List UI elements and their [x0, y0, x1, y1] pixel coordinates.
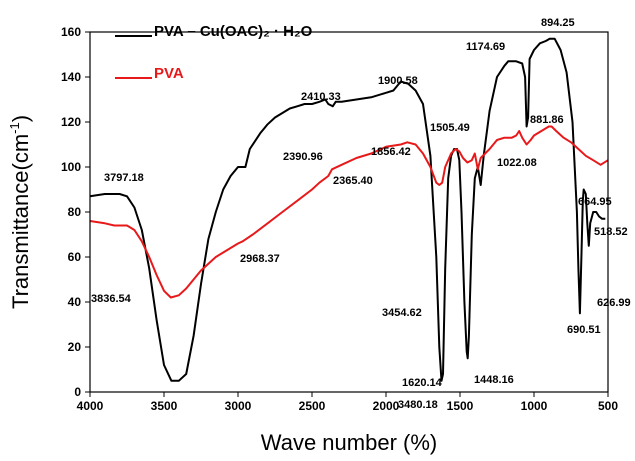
y-tick-label: 20 [68, 340, 82, 354]
series-layer [89, 37, 609, 382]
peak-annotation: 1022.08 [497, 157, 537, 169]
plot-frame [89, 31, 609, 393]
peak-annotation: 2365.40 [333, 175, 373, 187]
series-line-pva [89, 125, 609, 299]
peak-annotation: 1620.14 [402, 377, 443, 389]
y-axis-title: Transmittance(cm-1) [7, 115, 33, 309]
peak-annotation: 518.52 [594, 226, 628, 238]
y-tick-label: 0 [74, 385, 81, 399]
peak-annotation: 2410.33 [301, 91, 341, 103]
peak-annotation: 1505.49 [430, 122, 470, 134]
axis-ticks-group: 4000 3500 3000 2500 2000 1500 1000 500 0 20 40 60 80… [61, 25, 618, 413]
peak-annotation: 1448.16 [474, 374, 514, 386]
y-tick-label: 40 [68, 295, 82, 309]
peak-annotation: 1174.69 [466, 41, 505, 53]
y-axis-title-sup: -1 [7, 122, 22, 134]
peak-annotation: 2968.37 [240, 253, 280, 265]
x-tick-label: 2500 [299, 399, 326, 413]
peak-annotation: 3797.18 [104, 172, 144, 184]
peak-annotation: 881.86 [530, 114, 564, 126]
y-tick-label: 160 [61, 25, 81, 39]
peak-annotation: 3480.18 [398, 399, 438, 411]
peak-annotation: 3454.62 [382, 307, 422, 319]
legend-label-pva-cu: PVA – Cu(OAC)₂ · H₂O [154, 23, 313, 40]
x-tick-label: 500 [598, 399, 618, 413]
y-tick-label: 140 [61, 70, 81, 84]
y-tick-label: 60 [68, 250, 82, 264]
legend-label-pva: PVA [154, 65, 184, 82]
x-axis-title: Wave number (%) [261, 430, 437, 455]
peak-annotation: 626.99 [597, 297, 631, 309]
x-tick-label: 3500 [151, 399, 178, 413]
y-tick-label: 80 [68, 205, 82, 219]
x-tick-label: 4000 [77, 399, 104, 413]
x-tick-label: 1000 [521, 399, 548, 413]
y-tick-label: 120 [61, 115, 81, 129]
peak-annotation: 1856.42 [371, 146, 411, 158]
peak-annotation: 3836.54 [91, 293, 132, 305]
y-tick-label: 100 [61, 160, 81, 174]
peak-annotation: 894.25 [541, 17, 575, 29]
peak-annotation: 2390.96 [283, 151, 323, 163]
legend: PVA – Cu(OAC)₂ · H₂O PVA [115, 23, 313, 82]
annotations-layer: 3797.18 3836.54 3454.62 3480.18 2968.37 2410.… [91, 17, 631, 411]
peak-annotation: 1900.58 [378, 75, 418, 87]
x-tick-label: 2000 [373, 399, 400, 413]
x-tick-label: 3000 [225, 399, 252, 413]
peak-annotation: 690.51 [567, 324, 601, 336]
y-axis-title-close: ) [8, 115, 33, 122]
peak-annotation: 664.95 [578, 196, 612, 208]
y-axis-title-main: Transmittance(cm [8, 134, 33, 309]
series-line-pva-cu [89, 37, 606, 382]
x-tick-label: 1500 [447, 399, 474, 413]
